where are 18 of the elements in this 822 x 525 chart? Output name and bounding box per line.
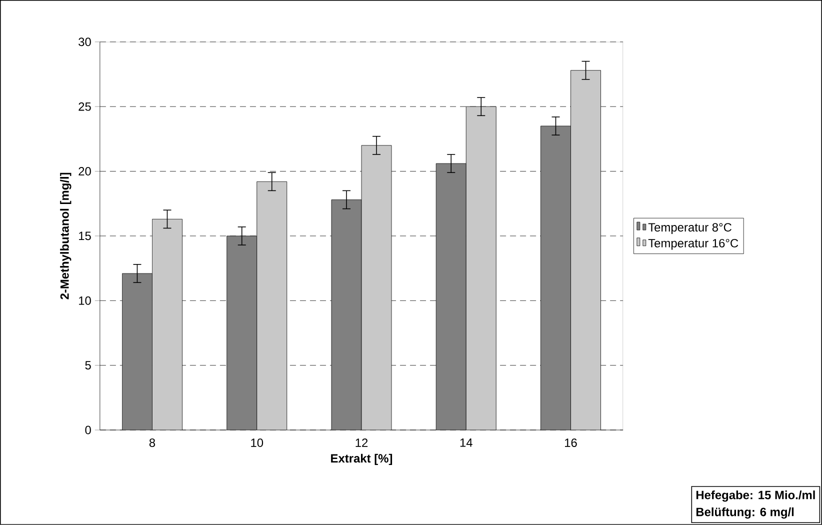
y-tick-label: 30: [78, 38, 91, 46]
x-tick-label: 8: [149, 438, 156, 448]
text: Hefegabe: 15 Mio./ml: [696, 490, 815, 502]
legend-label: Temperatur 16°C: [648, 238, 738, 250]
y-tick-label: 0: [85, 426, 91, 434]
x-tick-label: 10: [251, 438, 264, 448]
x-tick-label: 16: [565, 438, 577, 448]
y-tick-label: 5: [85, 361, 91, 370]
x-tick-label: 14: [460, 438, 472, 447]
legend-label: Temperatur 8°C: [648, 223, 732, 234]
y-tick-label: 20: [78, 167, 91, 176]
x-axis-title: Extrakt [%]: [331, 454, 392, 466]
x-tick-label: 12: [356, 438, 368, 447]
y-tick-label: 10: [79, 296, 91, 305]
text: Belüftung: 6 mg/l: [696, 507, 794, 519]
y-tick-label: 15: [79, 232, 91, 240]
y-tick-label: 25: [78, 102, 91, 111]
y-axis-title: 2-Methylbutanol [mg/l]: [60, 172, 72, 300]
